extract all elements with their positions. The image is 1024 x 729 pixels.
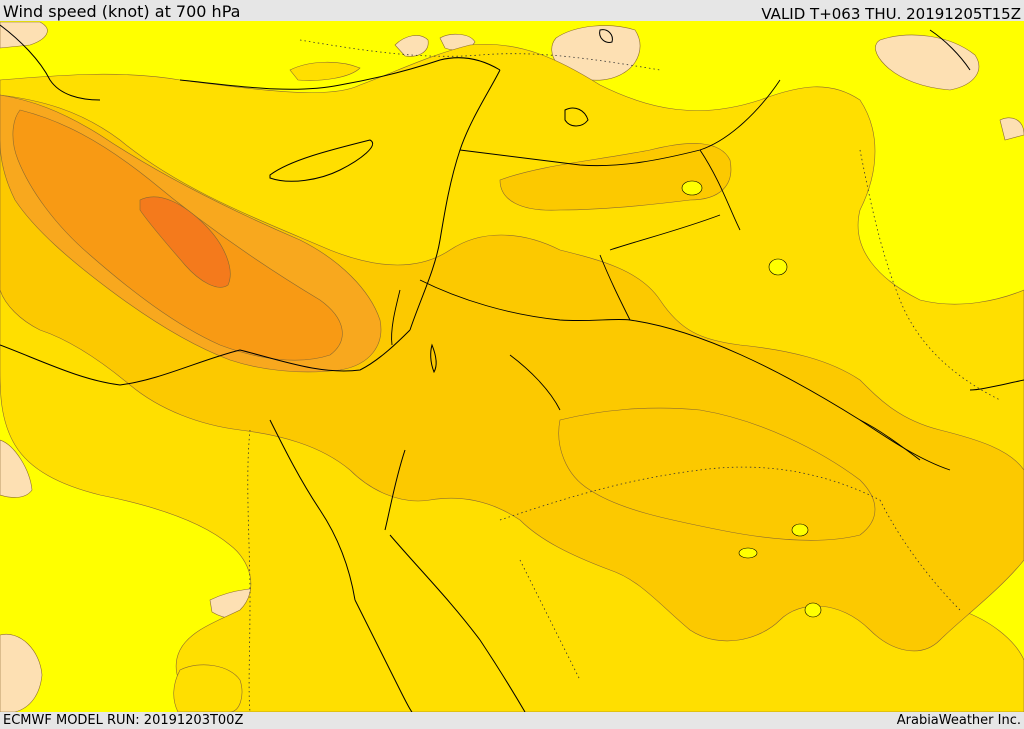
valid-time: VALID T+063 THU. 20191205T15Z [761,5,1021,23]
coast-red-sea-east [389,534,526,712]
footer-bar: ECMWF MODEL RUN: 20191203T00Z ArabiaWeat… [0,712,1024,729]
border-iraq-iran [699,149,741,231]
coast-cyprus [269,139,373,182]
calm-patch-nw [0,21,48,49]
coast-anatolia-south [179,57,501,90]
border-saudi-iraq [499,466,881,521]
border-iran-internal [859,149,1001,401]
coast-lake-van [564,107,589,127]
calm-patch-iran-n [999,117,1024,141]
band2-mesopotamia [499,143,732,211]
border-saudi-iraq-line [609,214,721,251]
coast-gulf-aqaba [384,449,406,531]
small-features [681,180,822,618]
border-jordan-iraq [629,319,951,471]
calm-patch-west [0,439,33,498]
calm-patch-turkey [551,25,641,81]
island-4 [738,547,758,559]
coast-persian-gulf [969,379,1024,391]
border-turkey-internal [299,39,661,71]
island-5 [804,602,822,618]
map-title: Wind speed (knot) at 700 hPa [3,2,241,21]
coast-black-sea [0,24,101,101]
border-iraq-kuwait [859,419,921,461]
island-2 [681,180,703,196]
coast-egypt-north [0,329,411,386]
border-syria-turkey [459,79,781,167]
border-saudi-jordan [419,279,631,322]
coastlines [0,24,1024,712]
band2-arabia-east [558,407,876,541]
border-saudi-yemen [879,499,961,611]
island-1 [768,258,788,276]
island-3 [791,523,809,537]
calm-patch-sw [0,633,43,712]
band1-mediterranean [289,61,361,81]
coast-lake-urmia [599,29,613,43]
weather-map [0,21,1024,712]
border-sudan-internal [519,559,581,681]
calm-patch-aegean-1 [394,35,429,57]
coast-caspian [929,29,971,71]
coast-levant [409,69,501,331]
header-bar: Wind speed (knot) at 700 hPa VALID T+063… [0,0,1024,23]
border-egypt-libya [247,429,251,712]
border-jordan-saudi [509,354,561,411]
band1-sahara [173,664,243,712]
band5-jet-core [139,196,231,288]
coast-sinai [269,419,356,601]
border-egypt-israel [391,289,401,346]
wind-speed-map [0,21,1024,712]
wind-band-5 [139,196,231,288]
coast-dead-sea [430,343,437,374]
coast-red-sea-west [354,599,413,712]
border-iraq-syria [599,254,631,321]
credit-label: ArabiaWeather Inc. [896,713,1021,728]
political-borders [391,79,951,471]
model-run-label: ECMWF MODEL RUN: 20191203T00Z [3,713,244,728]
admin-boundaries [247,39,1001,712]
